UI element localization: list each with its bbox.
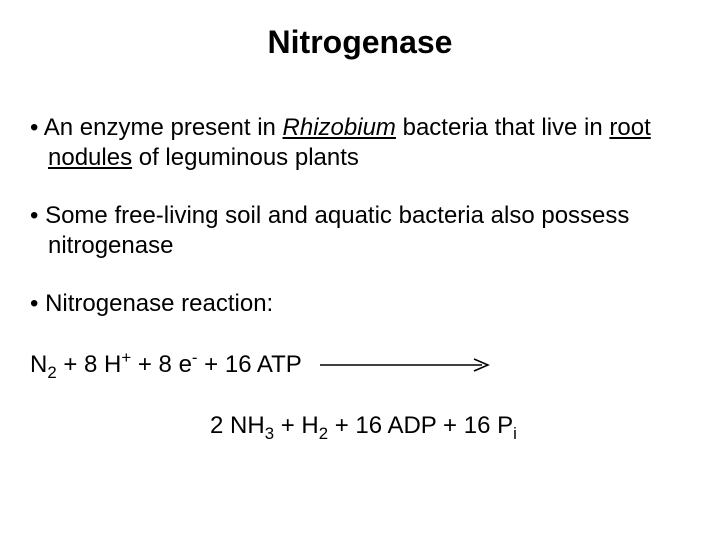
slide-title: Nitrogenase	[30, 24, 690, 61]
bullet-marker: •	[30, 114, 44, 141]
equation-reactants-row: N2 + 8 H+ + 8 e- + 16 ATP	[30, 347, 690, 384]
bullet-marker: •	[30, 290, 45, 317]
equation-products-row: 2 NH3 + H2 + 16 ADP + 16 Pi	[30, 410, 690, 445]
bullet-2: • Some free-living soil and aquatic bact…	[30, 201, 690, 261]
bullet-1-text-mid: bacteria that live in	[396, 114, 609, 141]
equation-reactants: N2 + 8 H+ + 8 e- + 16 ATP	[30, 347, 302, 384]
bullet-3-text: Nitrogenase reaction:	[45, 290, 273, 317]
reactant-n: N	[30, 351, 47, 378]
bullet-2-text: Some free-living soil and aquatic bacter…	[45, 202, 629, 259]
reactant-plus3: + 16 ATP	[198, 351, 302, 378]
product-nh: 2 NH	[210, 412, 265, 439]
product-plus2: + 16 ADP + 16 P	[328, 412, 513, 439]
reaction-arrow-icon	[320, 358, 490, 372]
bullet-3: • Nitrogenase reaction:	[30, 289, 690, 319]
bullet-marker: •	[30, 202, 45, 229]
bullet-1-text-post: of leguminous plants	[132, 144, 359, 171]
reactant-h-sup: +	[121, 348, 131, 367]
product-nh-sub: 3	[265, 423, 274, 442]
product-plus1: + H	[274, 412, 319, 439]
product-h-sub: 2	[319, 423, 328, 442]
bullet-1-text-pre: An enzyme present in	[44, 114, 283, 141]
bullet-1-italic: Rhizobium	[283, 114, 396, 141]
reactant-plus1: + 8 H	[57, 351, 122, 378]
reactant-plus2: + 8 e	[131, 351, 192, 378]
reactant-n-sub: 2	[47, 363, 56, 382]
product-pi-sub: i	[513, 423, 517, 442]
bullet-1: • An enzyme present in Rhizobium bacteri…	[30, 113, 690, 173]
